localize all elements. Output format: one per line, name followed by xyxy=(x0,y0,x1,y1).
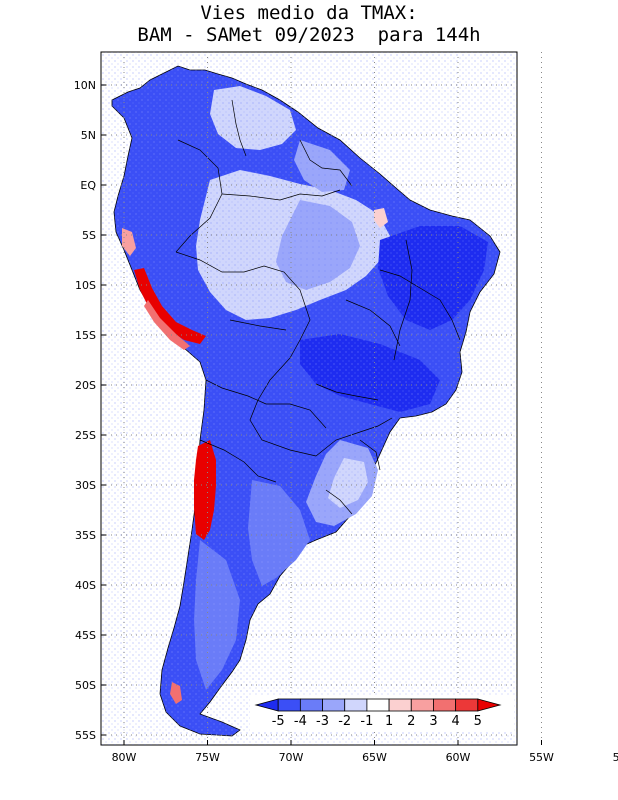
lat-tick-label: 10S xyxy=(75,279,96,292)
lat-tick-label: 15S xyxy=(75,329,96,342)
colorbar-label: -2 xyxy=(338,714,351,729)
lat-tick-label: 55S xyxy=(75,729,96,742)
positive-bias-ecuador xyxy=(122,228,136,256)
colorbar-swatch xyxy=(388,698,412,712)
colorbar-swatch xyxy=(410,698,434,712)
colorbar-swatch xyxy=(299,698,323,712)
lat-tick-label: 50S xyxy=(75,679,96,692)
lon-tick-label: 55W xyxy=(529,751,554,764)
lat-tick-label: 5S xyxy=(82,229,96,242)
colorbar-label: -1 xyxy=(360,714,373,729)
continent-layer xyxy=(101,52,517,745)
colorbar-label: -4 xyxy=(294,714,307,729)
colorbar-label: 3 xyxy=(429,714,437,729)
country-borders xyxy=(175,99,461,515)
lat-tick-label: 35S xyxy=(75,529,96,542)
lon-tick-label: 70W xyxy=(279,751,304,764)
lat-tick-label: 20S xyxy=(75,379,96,392)
colorbar-label: 5 xyxy=(474,714,482,729)
lon-tick-label: 65W xyxy=(362,751,387,764)
lon-tick-label: 80W xyxy=(112,751,137,764)
colorbar-label: 1 xyxy=(385,714,393,729)
colorbar-swatch xyxy=(433,698,457,712)
colorbar-label: -5 xyxy=(272,714,285,729)
lat-tick-label: 30S xyxy=(75,479,96,492)
colorbar-swatch xyxy=(477,698,502,712)
colorbar-label: 2 xyxy=(407,714,415,729)
colorbar-swatch xyxy=(277,698,301,712)
title-line-2: BAM - SAMet 09/2023 para 144h xyxy=(137,24,481,46)
latitude-ticks: 10N 5N EQ 5S 10S 15S 20S 25S 30S 35S 40S 45S 50S 55S xyxy=(74,79,106,742)
lat-tick-label: 10N xyxy=(74,79,96,92)
lon-tick-label: 75W xyxy=(195,751,220,764)
positive-bias-tierra-del-fuego xyxy=(170,682,182,704)
positive-bias-northeast xyxy=(374,208,388,228)
positive-bias-peru-coast xyxy=(144,300,190,350)
colorbar-swatch xyxy=(366,698,390,712)
colorbar: -5 -4 -3 -2 -1 1 2 3 4 5 xyxy=(250,695,514,731)
longitude-ticks: 80W75W70W65W60W55W50W45W40W35W xyxy=(112,740,618,764)
lat-tick-label: 5N xyxy=(81,129,96,142)
grid-lines xyxy=(101,52,542,745)
lon-tick-label: 50W xyxy=(613,751,618,764)
colorbar-label: -3 xyxy=(316,714,329,729)
title-line-1: Vies medio da TMAX: xyxy=(200,2,418,24)
lat-tick-label: 40S xyxy=(75,579,96,592)
colorbar-label: 4 xyxy=(451,714,459,729)
colorbar-swatch xyxy=(322,698,346,712)
colorbar-swatch xyxy=(455,698,479,712)
lat-tick-label: 45S xyxy=(75,629,96,642)
map-title: Vies medio da TMAX: BAM - SAMet 09/2023 … xyxy=(0,2,618,46)
colorbar-swatch xyxy=(344,698,368,712)
positive-bias-chile-andes xyxy=(194,440,216,540)
lon-tick-label: 60W xyxy=(446,751,471,764)
lat-tick-label: EQ xyxy=(80,179,96,192)
lat-tick-label: 25S xyxy=(75,429,96,442)
